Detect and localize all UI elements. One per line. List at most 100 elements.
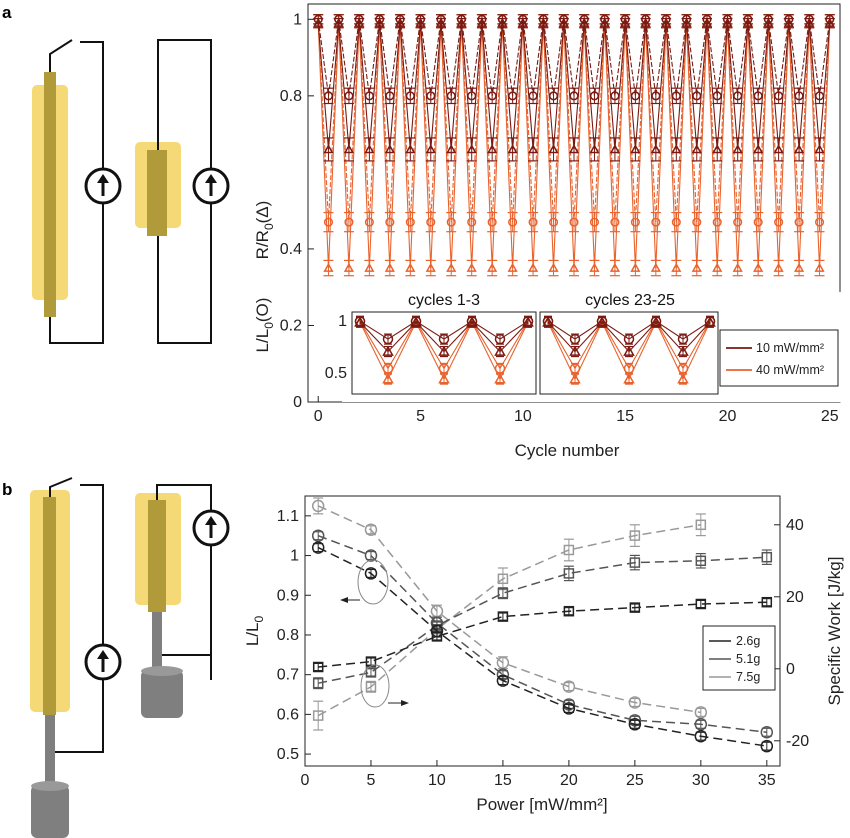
data-point — [599, 17, 610, 27]
x-tick-label: 10 — [428, 772, 446, 789]
data-point — [774, 217, 784, 227]
data-point — [558, 17, 569, 27]
data-point — [661, 17, 672, 27]
data-point — [742, 17, 753, 27]
actuator-rod-core — [147, 150, 167, 236]
circuit-wire — [80, 484, 104, 644]
data-point-work — [761, 551, 773, 563]
y-tick-label: 0 — [293, 394, 302, 411]
data-point — [528, 262, 539, 272]
chart-power: 0 5 10 15 20 25 30 35 0.5 0.6 0.7 0.8 0.9 1 1.1 -20 0 20 4… — [243, 495, 844, 814]
data-point — [497, 17, 508, 27]
panel-label-a: a — [2, 3, 12, 22]
data-point — [507, 144, 518, 154]
inset-data-point — [596, 316, 608, 327]
mass-weight — [141, 670, 183, 718]
data-point — [446, 262, 457, 272]
data-point-length — [628, 718, 642, 731]
series-group — [313, 14, 835, 277]
data-point — [323, 144, 334, 154]
data-point — [487, 262, 498, 272]
data-point — [650, 262, 661, 272]
inset-data-point — [438, 373, 450, 384]
data-point — [364, 217, 374, 227]
inset-data-point — [677, 373, 689, 384]
x-tick-label: 5 — [367, 772, 376, 789]
y-tick-label-left: 1.1 — [277, 508, 299, 525]
data-point — [528, 144, 539, 154]
y-axis-label-bottom: L/L0(O) — [253, 298, 276, 353]
data-point — [732, 262, 743, 272]
data-point-work — [761, 596, 773, 608]
inset-ytick-label: 0.5 — [325, 365, 347, 382]
inset-data-point — [466, 316, 478, 327]
schematic-b — [30, 477, 230, 838]
data-point — [343, 262, 354, 272]
circuit-wire — [157, 39, 212, 168]
series-line — [317, 19, 831, 223]
actuator-rod-core — [43, 497, 56, 715]
data-point — [487, 217, 497, 227]
data-point-length — [311, 529, 325, 542]
data-point — [712, 262, 723, 272]
actuator-rod-core — [148, 500, 166, 612]
inset-data-point — [542, 316, 554, 327]
data-point — [333, 17, 344, 27]
x-axis-label: Cycle number — [515, 441, 620, 460]
legend: 10 mW/mm² 40 mW/mm² — [719, 329, 839, 387]
inset-data-point — [410, 316, 422, 327]
y-tick-label-left: 0.7 — [277, 667, 299, 684]
data-point — [814, 217, 825, 227]
data-point-length — [496, 656, 510, 670]
legend-label-10: 10 mW/mm² — [756, 341, 824, 355]
plot-frame — [304, 495, 781, 767]
data-point-length — [496, 674, 510, 687]
data-point — [712, 144, 723, 154]
circuit-wire — [157, 204, 212, 344]
data-point — [794, 262, 805, 272]
data-point — [517, 17, 528, 27]
x-tick-label: 30 — [692, 772, 710, 789]
data-point-length — [364, 523, 378, 536]
data-point — [456, 17, 467, 27]
actuator-rod-core — [44, 72, 56, 317]
legend-label-7-5g: 7.5g — [736, 670, 760, 684]
data-point — [722, 17, 733, 27]
x-tick-label: 25 — [626, 772, 644, 789]
y-tick-label-right: 20 — [786, 589, 804, 606]
circuit-wire — [80, 41, 104, 168]
data-point-length — [694, 706, 708, 719]
circuit-wire — [49, 477, 73, 497]
svg-text:L/L0: L/L0 — [243, 616, 266, 647]
series-line-length — [317, 534, 767, 734]
inset-data-point — [569, 333, 581, 345]
data-point-length — [760, 726, 774, 739]
circuit-wire — [49, 204, 104, 344]
y-tick-label: 0.8 — [280, 88, 302, 105]
data-point — [568, 144, 580, 154]
data-point — [651, 217, 661, 227]
data-point — [773, 262, 784, 272]
inset-title-2: cycles 23-25 — [585, 292, 675, 309]
data-point-work — [563, 544, 575, 556]
data-point — [385, 217, 395, 227]
legend-label-5-1g: 5.1g — [736, 652, 760, 666]
inset-data-point — [569, 373, 581, 384]
data-point — [609, 262, 620, 272]
y-tick-label-left: 0.5 — [277, 746, 299, 763]
data-point-length — [311, 541, 325, 554]
inset-data-point — [623, 333, 635, 345]
data-point — [313, 17, 324, 27]
data-point — [374, 17, 385, 27]
data-point — [579, 17, 590, 27]
inset-data-point — [677, 333, 689, 345]
tick-group: 0 5 10 15 20 25 0 0.2 0.4 0.8 1 — [280, 11, 839, 425]
inset-data-point — [382, 333, 394, 345]
tick-group: 0 5 10 15 20 25 30 35 0.5 0.6 0.7 0.8 0.9 1 1.1 -20 0 20 4… — [277, 508, 809, 789]
data-point — [405, 217, 415, 227]
circuit-wire — [49, 39, 73, 72]
data-point — [640, 17, 651, 27]
series-line-work — [318, 556, 767, 684]
legend: 2.6g 5.1g 7.5g — [702, 625, 776, 691]
